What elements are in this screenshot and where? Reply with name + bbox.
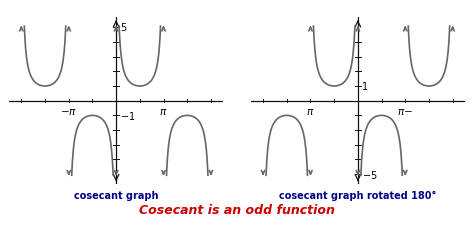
Text: 5: 5: [120, 23, 127, 33]
Text: cosecant graph rotated 180°: cosecant graph rotated 180°: [279, 190, 437, 200]
Text: 1: 1: [362, 82, 368, 92]
Text: $-$5: $-$5: [362, 168, 378, 180]
Text: Cosecant is an odd function: Cosecant is an odd function: [139, 203, 335, 216]
Text: $\pi$: $\pi$: [306, 106, 315, 116]
Text: $-\pi$: $-\pi$: [60, 106, 77, 116]
Text: cosecant graph: cosecant graph: [74, 190, 158, 200]
Text: $\pi$$-$: $\pi$$-$: [397, 106, 413, 116]
Text: $\pi$: $\pi$: [159, 106, 168, 116]
Text: $-$1: $-$1: [120, 110, 136, 122]
